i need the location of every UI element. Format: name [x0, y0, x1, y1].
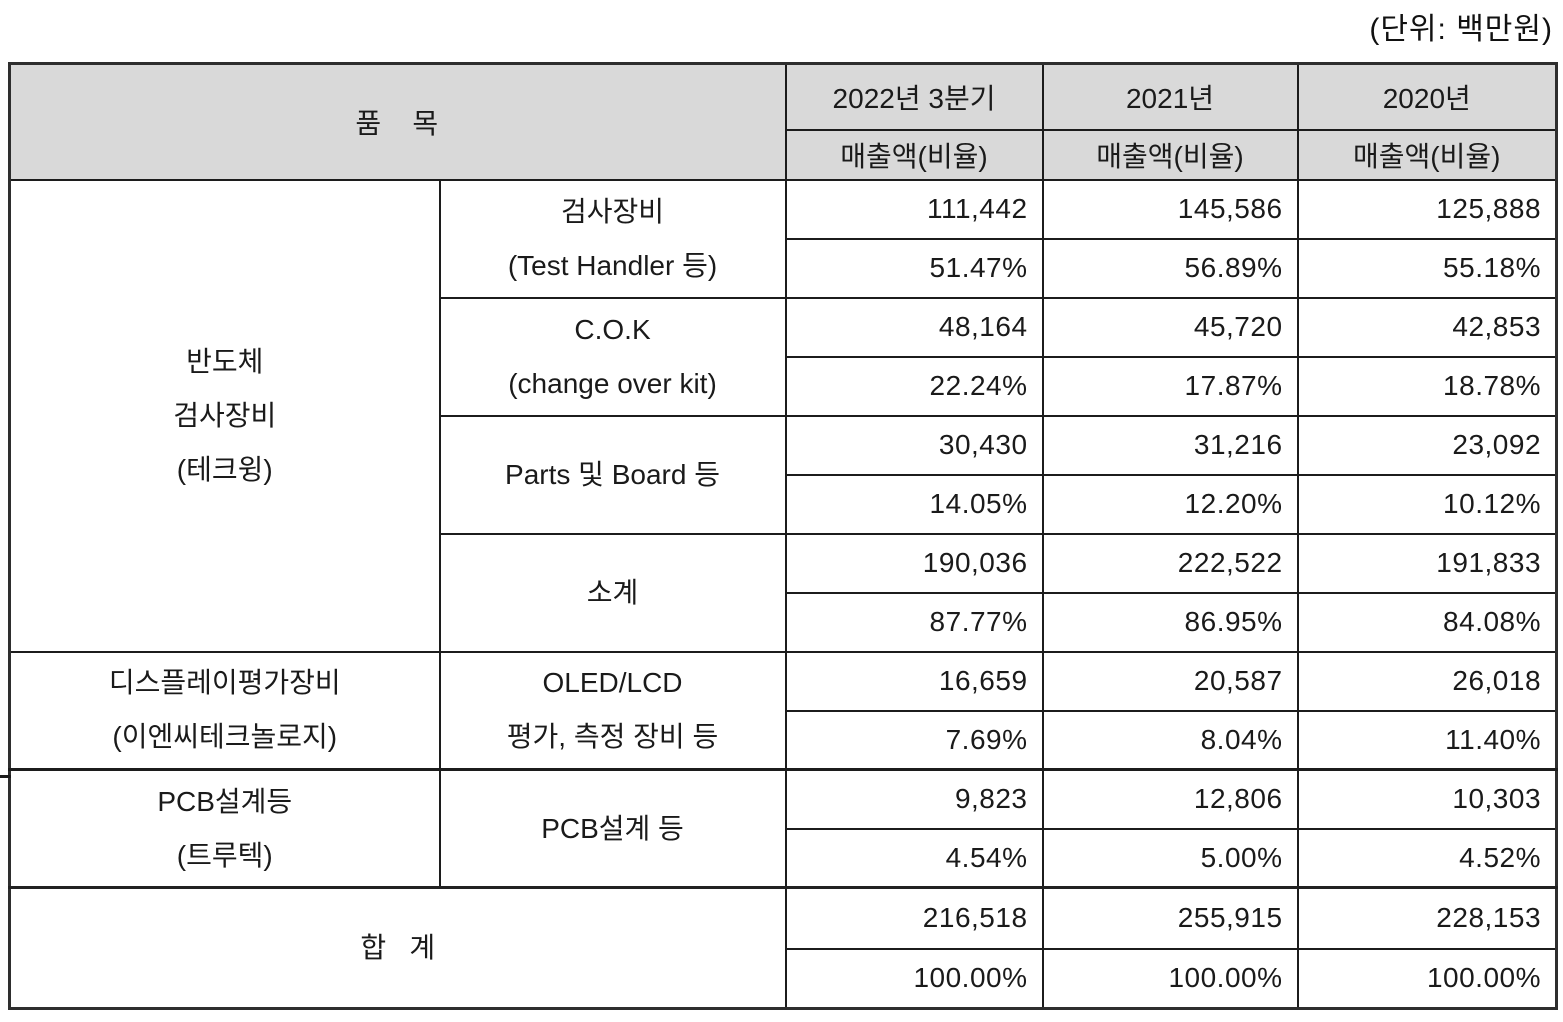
ratio-cell: 10.12%	[1296, 473, 1558, 535]
ratio-cell: 84.08%	[1296, 591, 1558, 653]
table-row: 소계 190,036 222,522 191,833	[10, 532, 1558, 653]
amount-cell: 10,303	[1296, 768, 1558, 830]
amount-cell: 125,888	[1296, 178, 1558, 240]
column-subheader-sales-ratio-2021: 매출액(비율)	[1041, 128, 1299, 181]
item-label-parts-board: Parts 및 Board 등	[438, 414, 787, 535]
item-label-cok: C.O.K (change over kit)	[438, 296, 787, 417]
table-row: 7.69% 8.04% 11.40%	[10, 709, 1558, 771]
table-row: 4.54% 5.00% 4.52%	[10, 827, 1558, 889]
item-label-test-handler: 검사장비 (Test Handler 등)	[438, 178, 787, 299]
amount-cell: 190,036	[784, 532, 1044, 594]
amount-cell: 16,659	[784, 650, 1044, 712]
header-row-measure: 매출액(비율) 매출액(비율) 매출액(비율)	[10, 128, 1558, 181]
table-row: PCB설계등 (트루텍) PCB설계 등 9,823 12,806 10,303	[8, 768, 1558, 889]
ratio-cell: 86.95%	[1041, 591, 1299, 653]
ratio-cell: 7.69%	[784, 709, 1044, 771]
table-row: 반도체 검사장비 (테크윙) 검사장비 (Test Handler 등) 111…	[8, 178, 1558, 653]
amount-cell: 145,586	[1041, 178, 1299, 240]
column-subheader-sales-ratio-2020: 매출액(비율)	[1296, 128, 1558, 181]
amount-cell: 12,806	[1041, 768, 1299, 830]
ratio-cell: 56.89%	[1041, 237, 1299, 299]
header-row-periods: 품 목 2022년 3분기 2021년 2020년	[8, 62, 1558, 181]
ratio-cell: 22.24%	[784, 355, 1044, 417]
total-ratio-cell: 100.00%	[784, 947, 1044, 1010]
table-row: Parts 및 Board 등 30,430 31,216 23,092	[10, 414, 1558, 535]
item-label-subtotal: 소계	[438, 532, 787, 653]
amount-cell: 9,823	[784, 768, 1044, 830]
table-row: 51.47% 56.89% 55.18%	[10, 237, 1558, 299]
column-header-2022q3: 2022년 3분기	[784, 62, 1044, 131]
total-label: 합 계	[8, 886, 787, 1010]
column-header-2021: 2021년	[1041, 62, 1299, 131]
amount-cell: 42,853	[1296, 296, 1558, 358]
amount-cell: 191,833	[1296, 532, 1558, 594]
amount-cell: 222,522	[1041, 532, 1299, 594]
total-amount-cell: 255,915	[1041, 886, 1299, 950]
total-amount-cell: 216,518	[784, 886, 1044, 950]
table-row: C.O.K (change over kit) 48,164 45,720 42…	[10, 296, 1558, 417]
column-subheader-sales-ratio-2022q3: 매출액(비율)	[784, 128, 1044, 181]
unit-label: (단위: 백만원)	[1369, 13, 1553, 46]
amount-cell: 48,164	[784, 296, 1044, 358]
item-label-pcb-design: PCB설계 등	[438, 768, 787, 889]
item-label-oled-lcd: OLED/LCD 평가, 측정 장비 등	[438, 650, 787, 771]
ratio-cell: 8.04%	[1041, 709, 1299, 771]
ratio-cell: 14.05%	[784, 473, 1044, 535]
group-label-semiconductor: 반도체 검사장비 (테크윙)	[8, 178, 441, 653]
amount-cell: 31,216	[1041, 414, 1299, 476]
table-row: 14.05% 12.20% 10.12%	[10, 473, 1558, 535]
ratio-cell: 11.40%	[1296, 709, 1558, 771]
total-amount-cell: 228,153	[1296, 886, 1558, 950]
sales-by-product-table: 품 목 2022년 3분기 2021년 2020년 매출액(비율) 매출액(비율…	[8, 62, 1559, 1010]
amount-cell: 111,442	[784, 178, 1044, 240]
ratio-cell: 55.18%	[1296, 237, 1558, 299]
amount-cell: 23,092	[1296, 414, 1558, 476]
table-row: 22.24% 17.87% 18.78%	[10, 355, 1558, 417]
ratio-cell: 51.47%	[784, 237, 1044, 299]
group-label-pcb: PCB설계등 (트루텍)	[8, 768, 441, 889]
ratio-cell: 87.77%	[784, 591, 1044, 653]
ratio-cell: 4.52%	[1296, 827, 1558, 889]
ratio-cell: 4.54%	[784, 827, 1044, 889]
table-row-total: 100.00% 100.00% 100.00%	[10, 947, 1558, 1010]
ratio-cell: 5.00%	[1041, 827, 1299, 889]
table-row: 디스플레이평가장비 (이엔씨테크놀로지) OLED/LCD 평가, 측정 장비 …	[8, 650, 1558, 771]
total-ratio-cell: 100.00%	[1041, 947, 1299, 1010]
column-header-item: 품 목	[8, 62, 787, 181]
ratio-cell: 18.78%	[1296, 355, 1558, 417]
amount-cell: 30,430	[784, 414, 1044, 476]
table-row: 87.77% 86.95% 84.08%	[10, 591, 1558, 653]
amount-cell: 26,018	[1296, 650, 1558, 712]
amount-cell: 45,720	[1041, 296, 1299, 358]
amount-cell: 20,587	[1041, 650, 1299, 712]
page-rule-line	[0, 775, 11, 778]
total-ratio-cell: 100.00%	[1296, 947, 1558, 1010]
group-label-display: 디스플레이평가장비 (이엔씨테크놀로지)	[8, 650, 441, 771]
column-header-2020: 2020년	[1296, 62, 1558, 131]
ratio-cell: 17.87%	[1041, 355, 1299, 417]
table-row-total: 합 계 216,518 255,915 228,153	[8, 886, 1558, 1010]
ratio-cell: 12.20%	[1041, 473, 1299, 535]
